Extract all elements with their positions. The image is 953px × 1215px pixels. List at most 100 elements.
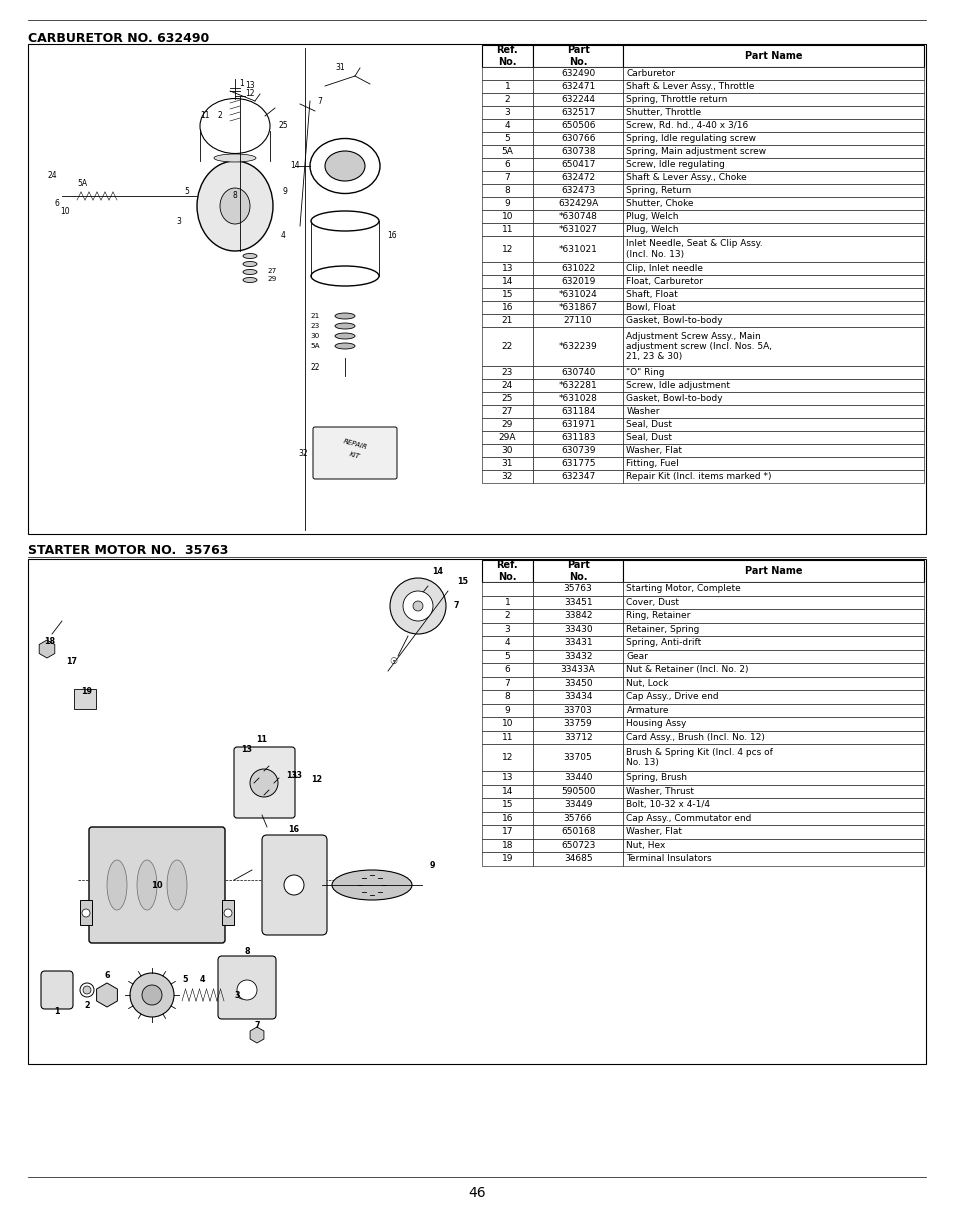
Text: 10: 10 <box>501 719 513 728</box>
Ellipse shape <box>310 139 379 193</box>
Text: Washer, Thrust: Washer, Thrust <box>626 787 694 796</box>
Text: Part Name: Part Name <box>744 51 801 61</box>
Bar <box>533 772 623 785</box>
Bar <box>481 67 533 80</box>
Bar <box>481 210 533 224</box>
Bar <box>623 690 923 703</box>
Bar <box>481 717 533 730</box>
Text: 21: 21 <box>501 316 513 324</box>
Text: Cap Assy., Drive end: Cap Assy., Drive end <box>626 693 719 701</box>
Bar <box>533 622 623 635</box>
Text: Washer, Flat: Washer, Flat <box>626 827 681 836</box>
Text: 7: 7 <box>453 601 458 610</box>
Bar <box>623 560 923 582</box>
Ellipse shape <box>80 983 94 998</box>
Text: 32: 32 <box>298 448 308 458</box>
Text: Part Name: Part Name <box>744 566 801 576</box>
Bar <box>481 560 533 582</box>
Bar <box>481 379 533 392</box>
Text: 1: 1 <box>54 1007 60 1017</box>
Text: 632517: 632517 <box>560 108 595 117</box>
Text: Spring, Brush: Spring, Brush <box>626 773 687 782</box>
Text: 33432: 33432 <box>563 651 592 661</box>
Text: 8: 8 <box>504 186 510 194</box>
Text: 18: 18 <box>45 637 55 645</box>
Ellipse shape <box>335 333 355 339</box>
Circle shape <box>142 985 162 1005</box>
Ellipse shape <box>243 254 256 259</box>
Bar <box>623 635 923 650</box>
Text: 33431: 33431 <box>563 638 592 648</box>
Bar <box>533 327 623 366</box>
FancyBboxPatch shape <box>313 426 396 479</box>
Text: 33842: 33842 <box>563 611 592 620</box>
FancyBboxPatch shape <box>233 747 294 818</box>
Text: 631022: 631022 <box>560 264 595 273</box>
Text: Bowl, Float: Bowl, Float <box>626 303 676 312</box>
Ellipse shape <box>332 870 412 900</box>
Text: 15: 15 <box>457 576 468 586</box>
Bar <box>623 650 923 663</box>
Bar <box>481 106 533 119</box>
Bar <box>533 812 623 825</box>
Bar <box>481 838 533 852</box>
Bar <box>623 852 923 865</box>
Text: 35763: 35763 <box>563 584 592 593</box>
Ellipse shape <box>196 162 273 252</box>
Text: Cover, Dust: Cover, Dust <box>626 598 679 606</box>
Ellipse shape <box>167 860 187 910</box>
Bar <box>481 785 533 798</box>
Bar <box>623 825 923 838</box>
Text: *631028: *631028 <box>558 394 597 403</box>
Ellipse shape <box>213 154 255 162</box>
Bar <box>481 418 533 431</box>
Bar <box>623 262 923 275</box>
Text: *631027: *631027 <box>558 225 597 234</box>
Circle shape <box>390 578 446 634</box>
Text: 4: 4 <box>280 232 285 241</box>
Circle shape <box>250 769 277 797</box>
Bar <box>481 690 533 703</box>
Text: 5A: 5A <box>77 180 87 188</box>
Text: 27110: 27110 <box>563 316 592 324</box>
Text: Repair Kit (Incl. items marked *): Repair Kit (Incl. items marked *) <box>626 471 771 481</box>
Bar <box>623 798 923 812</box>
Bar <box>533 677 623 690</box>
Bar <box>481 431 533 443</box>
Bar <box>533 288 623 301</box>
Ellipse shape <box>237 991 246 999</box>
Text: Spring, Return: Spring, Return <box>626 186 691 194</box>
Bar <box>481 650 533 663</box>
Text: 17: 17 <box>501 827 513 836</box>
Bar <box>481 457 533 470</box>
Bar <box>623 609 923 622</box>
Text: 4: 4 <box>504 638 510 648</box>
Text: KIT: KIT <box>349 451 361 460</box>
Bar <box>481 262 533 275</box>
Text: 6: 6 <box>504 160 510 169</box>
Text: 33440: 33440 <box>563 773 592 782</box>
Text: 650506: 650506 <box>560 122 595 130</box>
Text: Shaft & Lever Assy., Choke: Shaft & Lever Assy., Choke <box>626 173 746 182</box>
Text: 21: 21 <box>310 313 319 320</box>
Text: 632490: 632490 <box>560 69 595 78</box>
Bar <box>623 418 923 431</box>
Bar <box>533 825 623 838</box>
Bar <box>481 45 533 67</box>
Text: 33430: 33430 <box>563 625 592 634</box>
Bar <box>481 197 533 210</box>
Text: 11: 11 <box>200 112 210 120</box>
Text: 17: 17 <box>67 656 77 666</box>
Bar <box>623 744 923 772</box>
Bar <box>623 132 923 145</box>
Text: 14: 14 <box>432 566 443 576</box>
Text: 6: 6 <box>104 971 110 979</box>
Bar <box>623 171 923 183</box>
Circle shape <box>224 909 232 917</box>
Text: REPAIR: REPAIR <box>342 437 368 450</box>
Ellipse shape <box>335 313 355 320</box>
Text: Spring, Main adjustment screw: Spring, Main adjustment screw <box>626 147 766 156</box>
Bar <box>481 609 533 622</box>
Bar <box>533 609 623 622</box>
Ellipse shape <box>325 151 365 181</box>
